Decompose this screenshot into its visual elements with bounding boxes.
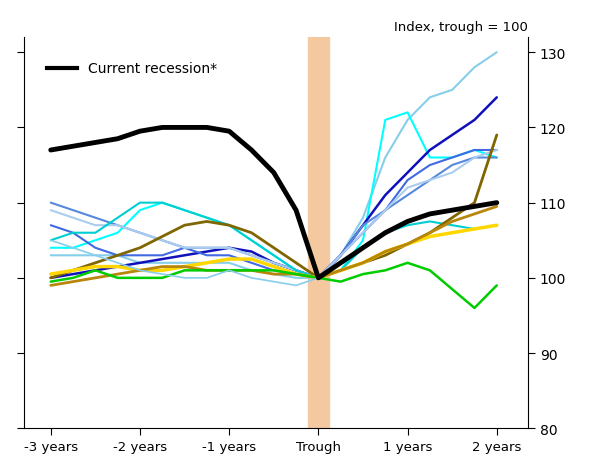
Bar: [308, 38, 329, 428]
Text: Index, trough = 100: Index, trough = 100: [394, 21, 528, 34]
Legend: Current recession*: Current recession*: [41, 57, 223, 82]
